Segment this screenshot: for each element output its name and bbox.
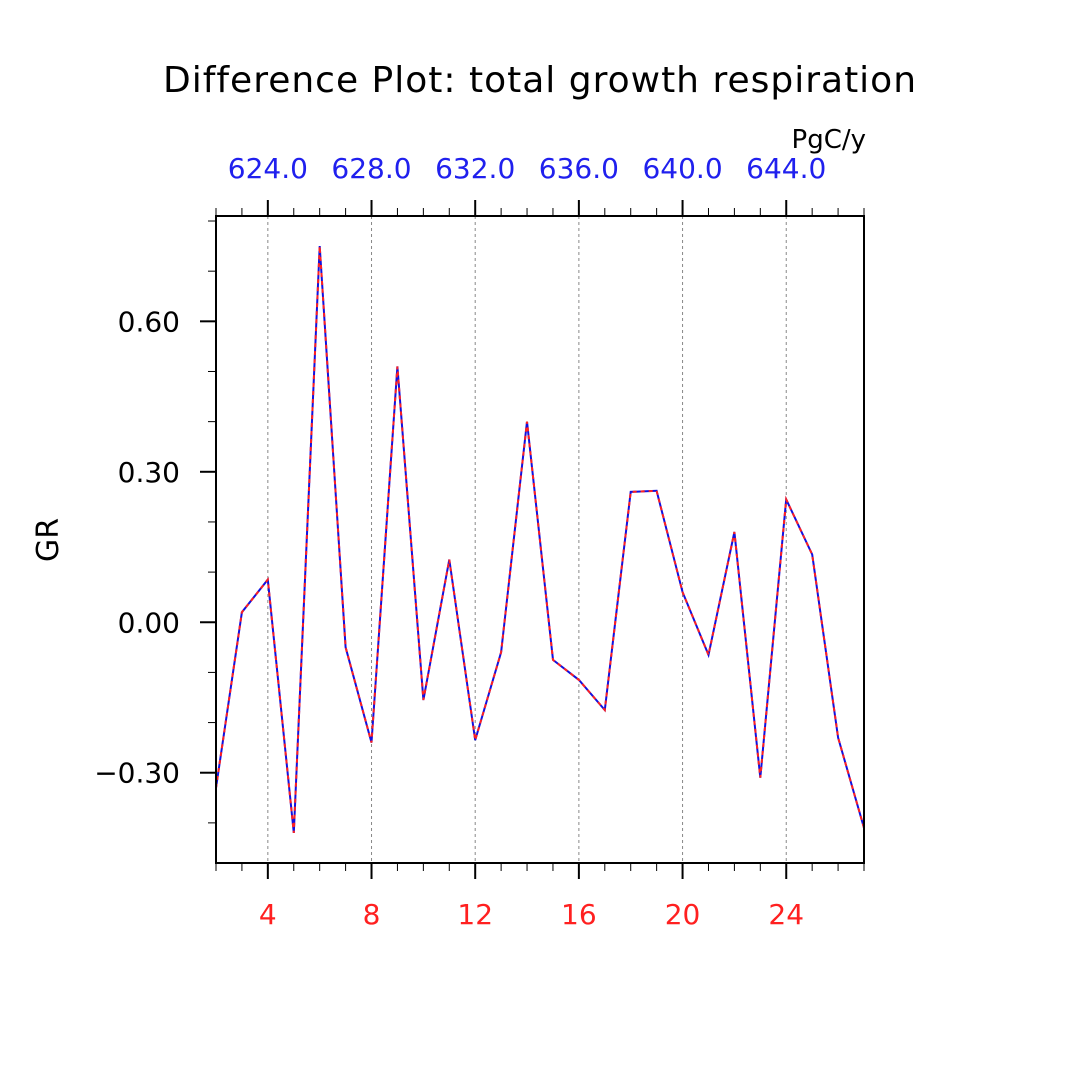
y-tick-label-0.00: 0.00 [118,606,180,639]
tick-labels: 4 8 12 16 20 24 624.0 628.0 632.0 636.0 640.0 644.0… [94,152,826,931]
y-tick-label-0.30: 0.30 [118,456,180,489]
y-tick-label-−0.30: −0.30 [94,757,180,790]
x-tick-label-20: 20 [665,898,701,931]
units-label: PgC/y [792,125,866,155]
series-line-dashed [215,246,865,834]
top-tick-label-636.0: 636.0 [539,152,619,185]
y-axis-label: GR [31,518,66,562]
top-tick-label-624.0: 624.0 [228,152,308,185]
x-tick-label-16: 16 [561,898,597,931]
data-series [215,245,865,834]
grid-lines [267,216,787,863]
x-tick-label-24: 24 [768,898,804,931]
top-tick-label-644.0: 644.0 [746,152,826,185]
chart-title: Difference Plot: total growth respiratio… [163,60,917,101]
top-tick-label-628.0: 628.0 [331,152,411,185]
axis-ticks [200,200,865,879]
x-tick-label-12: 12 [457,898,493,931]
top-tick-label-640.0: 640.0 [642,152,722,185]
x-tick-label-8: 8 [363,898,381,931]
plot-frame [215,215,865,864]
y-tick-label-0.60: 0.60 [118,305,180,338]
x-tick-label-4: 4 [259,898,277,931]
top-tick-label-632.0: 632.0 [435,152,515,185]
